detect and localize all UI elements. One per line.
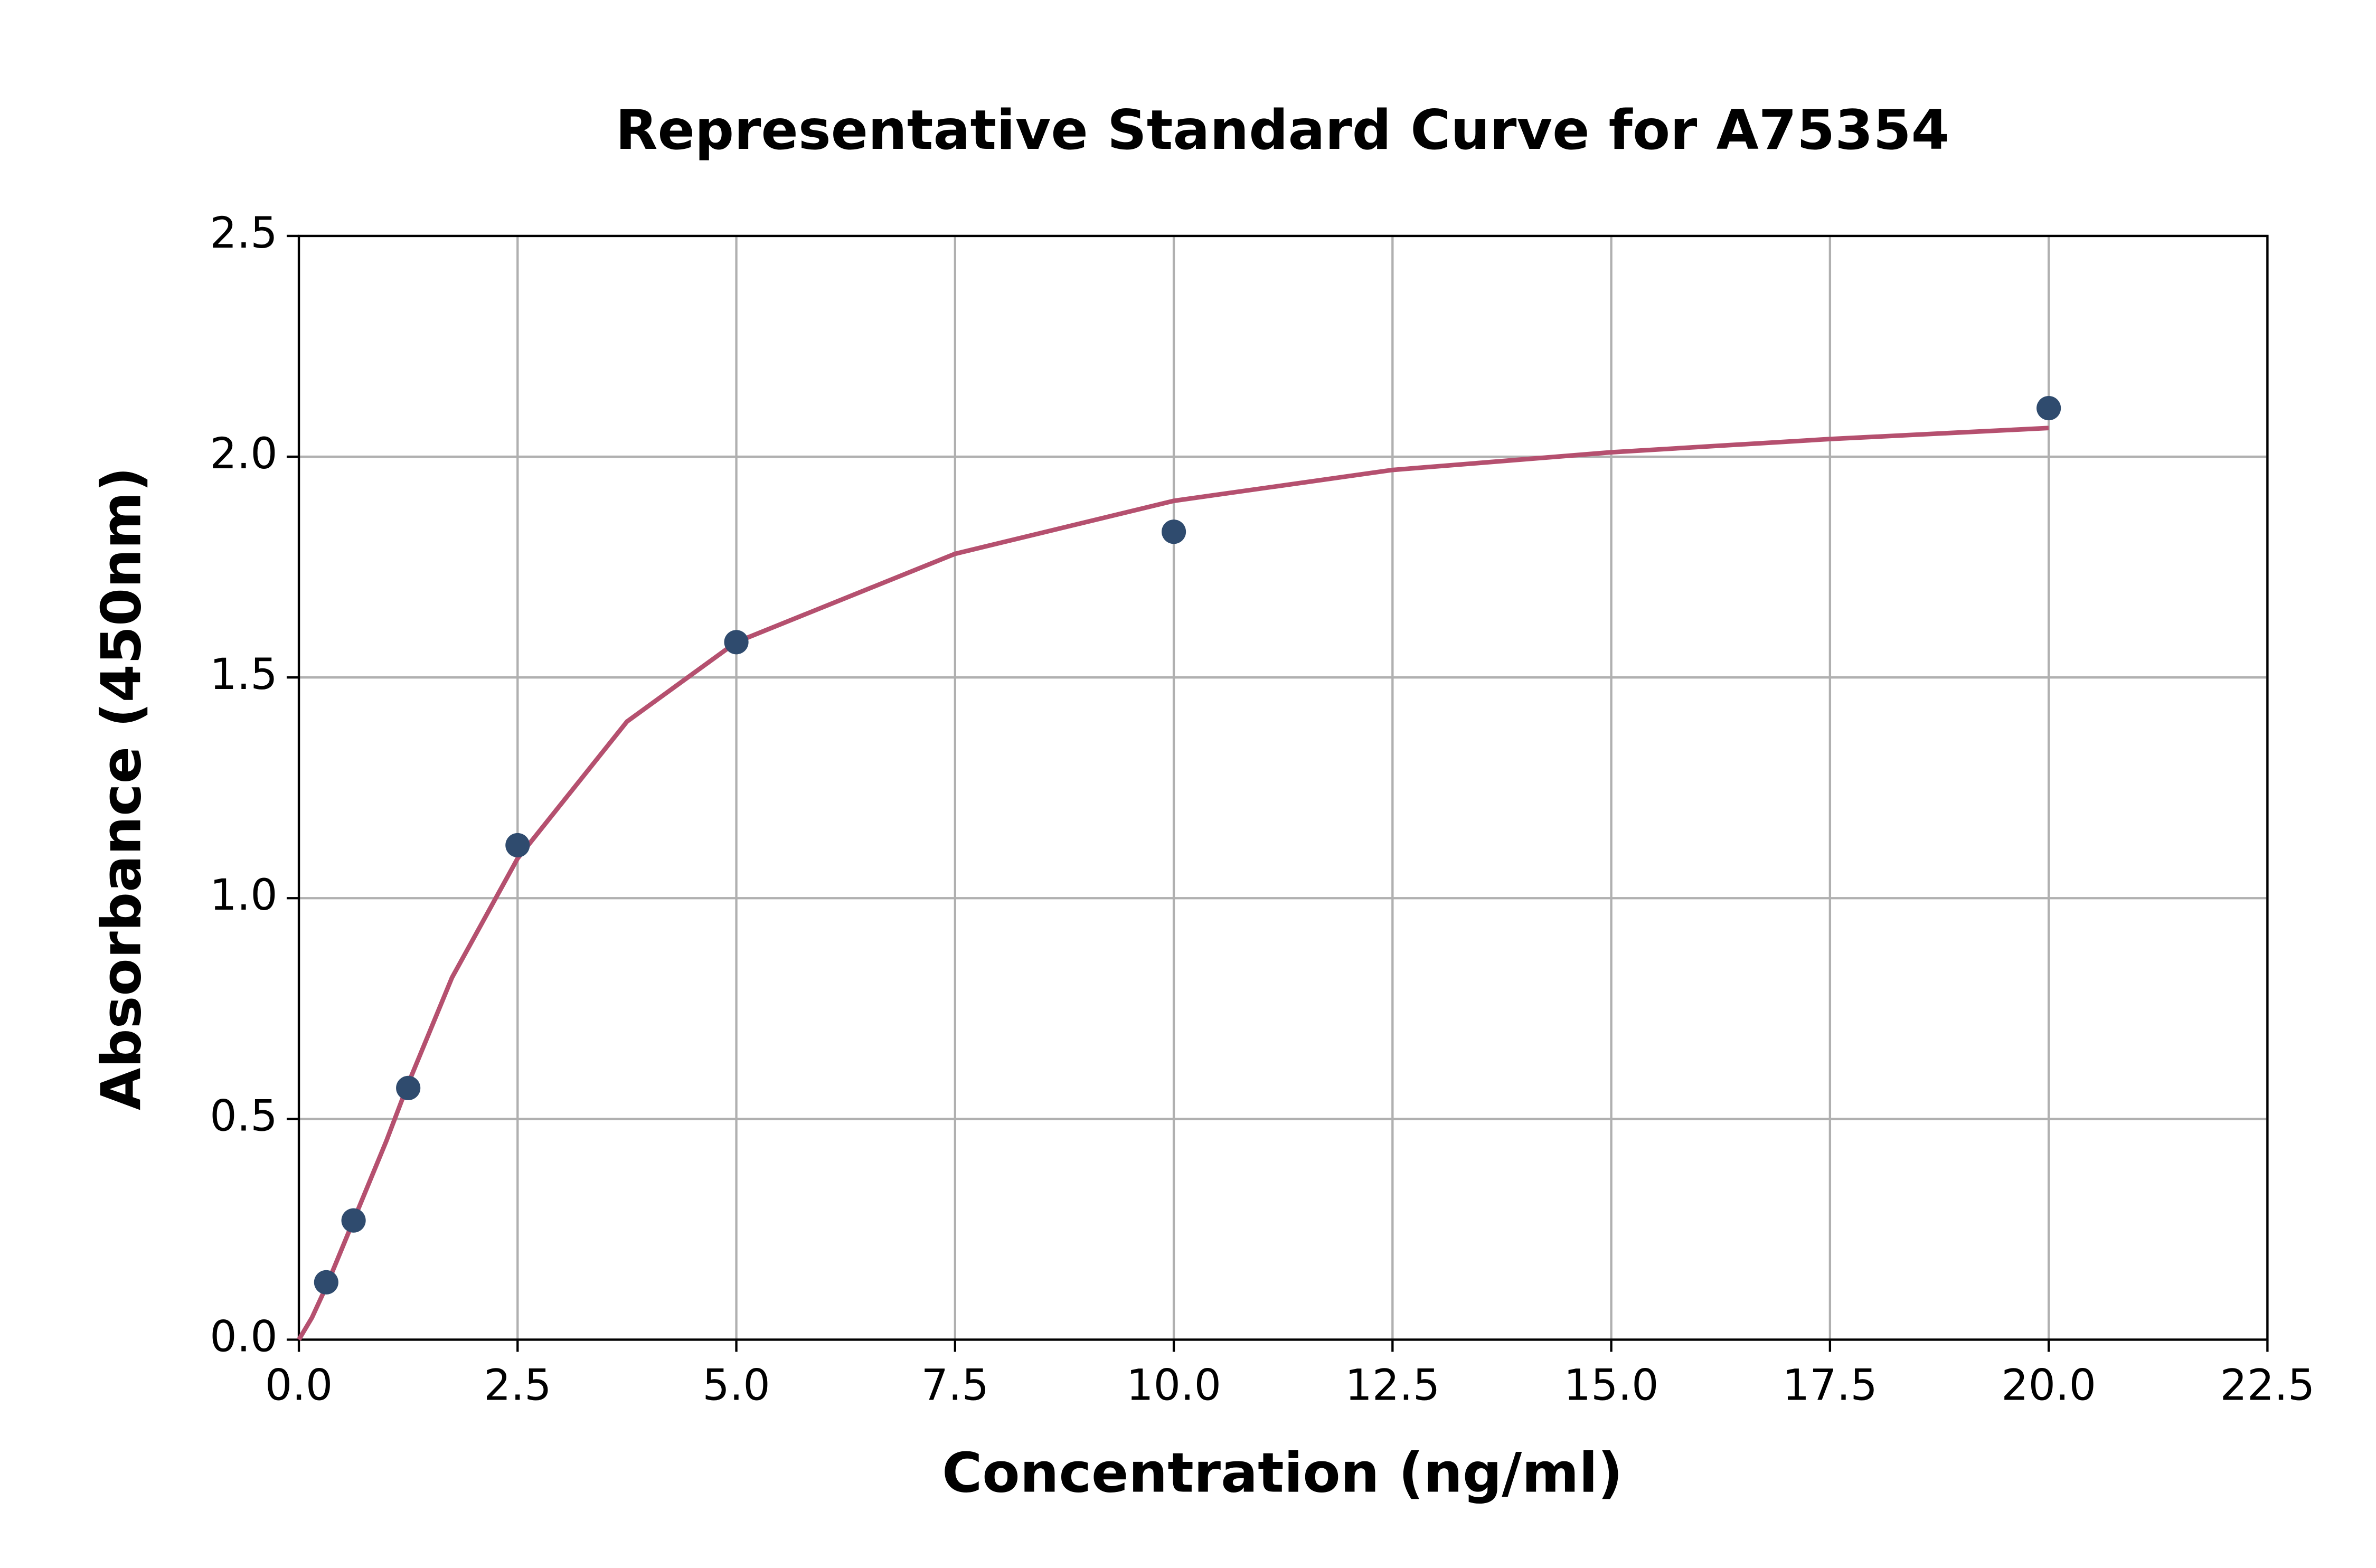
y-axis-label: Absorbance (450nm) <box>90 467 154 1110</box>
x-tick-label: 22.5 <box>2220 1361 2315 1411</box>
y-tick-label: 2.5 <box>210 209 277 258</box>
x-tick-label: 7.5 <box>921 1361 989 1411</box>
data-point <box>1162 519 1186 544</box>
x-tick-label: 12.5 <box>1345 1361 1440 1411</box>
y-tick-label: 1.0 <box>210 871 277 920</box>
data-point <box>341 1208 366 1233</box>
data-point <box>724 630 749 655</box>
data-point <box>396 1075 421 1100</box>
x-tick-label: 2.5 <box>484 1361 551 1411</box>
x-tick-label: 17.5 <box>1783 1361 1878 1411</box>
data-point <box>314 1270 338 1295</box>
y-tick-label: 1.5 <box>210 650 277 700</box>
y-tick-label: 0.0 <box>210 1312 277 1362</box>
x-tick-label: 15.0 <box>1564 1361 1659 1411</box>
data-point <box>505 833 530 857</box>
plot-frame <box>297 234 2269 1341</box>
y-tick-label: 2.0 <box>210 429 277 479</box>
x-tick-label: 10.0 <box>1126 1361 1221 1411</box>
chart-title: Representative Standard Curve for A75354 <box>616 99 1949 162</box>
x-tick-label: 0.0 <box>265 1361 333 1411</box>
y-tick-label: 0.5 <box>210 1091 277 1141</box>
fit-curve <box>297 426 2049 1341</box>
x-tick-label: 20.0 <box>2001 1361 2096 1411</box>
x-tick-label: 5.0 <box>702 1361 770 1411</box>
data-point <box>2036 395 2061 421</box>
x-axis-label: Concentration (ng/ml) <box>942 1441 1623 1505</box>
